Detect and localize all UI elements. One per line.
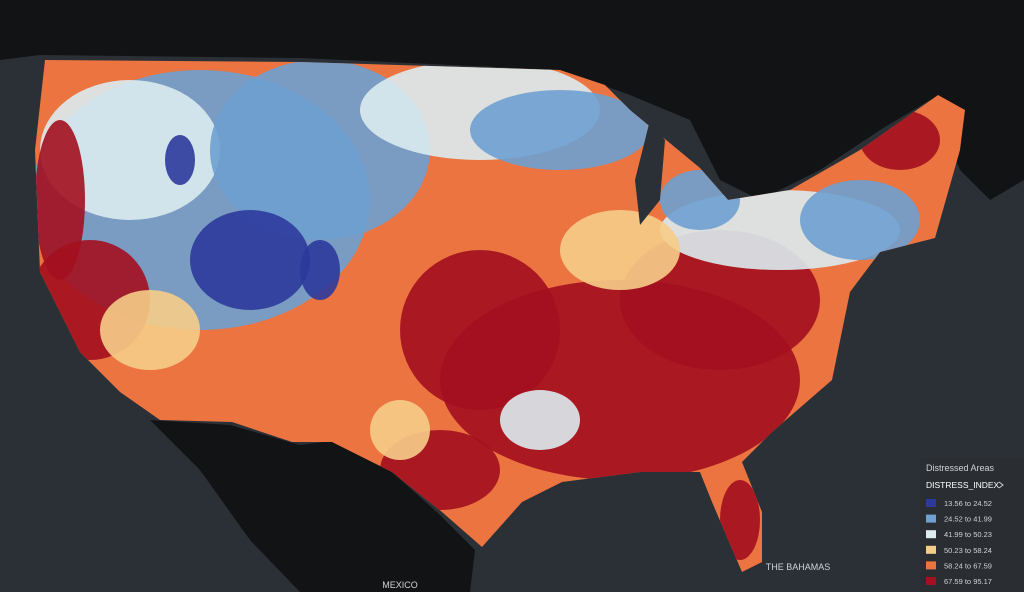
legend-label: 67.59 to 95.17 xyxy=(944,577,992,586)
legend-panel xyxy=(920,458,1024,592)
region-fill xyxy=(470,90,650,170)
legend-swatch xyxy=(926,561,936,570)
legend-label: 24.52 to 41.99 xyxy=(944,515,992,524)
legend-label: 41.99 to 50.23 xyxy=(944,530,992,539)
region-fill xyxy=(40,80,220,220)
region-fill xyxy=(35,120,85,280)
region-label: THE BAHAMAS xyxy=(766,562,831,572)
region-fill xyxy=(800,180,920,260)
region-fill xyxy=(300,240,340,300)
legend-swatch xyxy=(926,577,936,585)
region-fill xyxy=(500,390,580,450)
legend-label: 50.23 to 58.24 xyxy=(944,546,992,555)
legend-swatch xyxy=(926,499,936,507)
legend-label: 58.24 to 67.59 xyxy=(944,561,992,570)
region-fill xyxy=(370,400,430,460)
legend-swatch xyxy=(926,530,936,539)
legend-swatch xyxy=(926,514,936,523)
region-fill xyxy=(720,480,760,560)
country-label: MEXICO xyxy=(382,580,418,590)
region-fill xyxy=(165,135,195,185)
region-fill xyxy=(560,210,680,290)
region-fill xyxy=(190,210,310,310)
region-fill xyxy=(400,250,560,410)
legend: Distressed Areas DISTRESS_INDEX 13.56 to… xyxy=(920,458,1024,592)
canada xyxy=(0,0,1024,200)
legend-title: Distressed Areas xyxy=(926,463,995,473)
legend-label: 13.56 to 24.52 xyxy=(944,499,992,508)
region-fill xyxy=(100,290,200,370)
legend-field[interactable]: DISTRESS_INDEX xyxy=(926,480,1000,490)
mexico xyxy=(150,420,475,592)
legend-swatch xyxy=(926,545,936,554)
lake-michigan xyxy=(635,120,665,225)
chevron-icon[interactable] xyxy=(998,481,1004,489)
